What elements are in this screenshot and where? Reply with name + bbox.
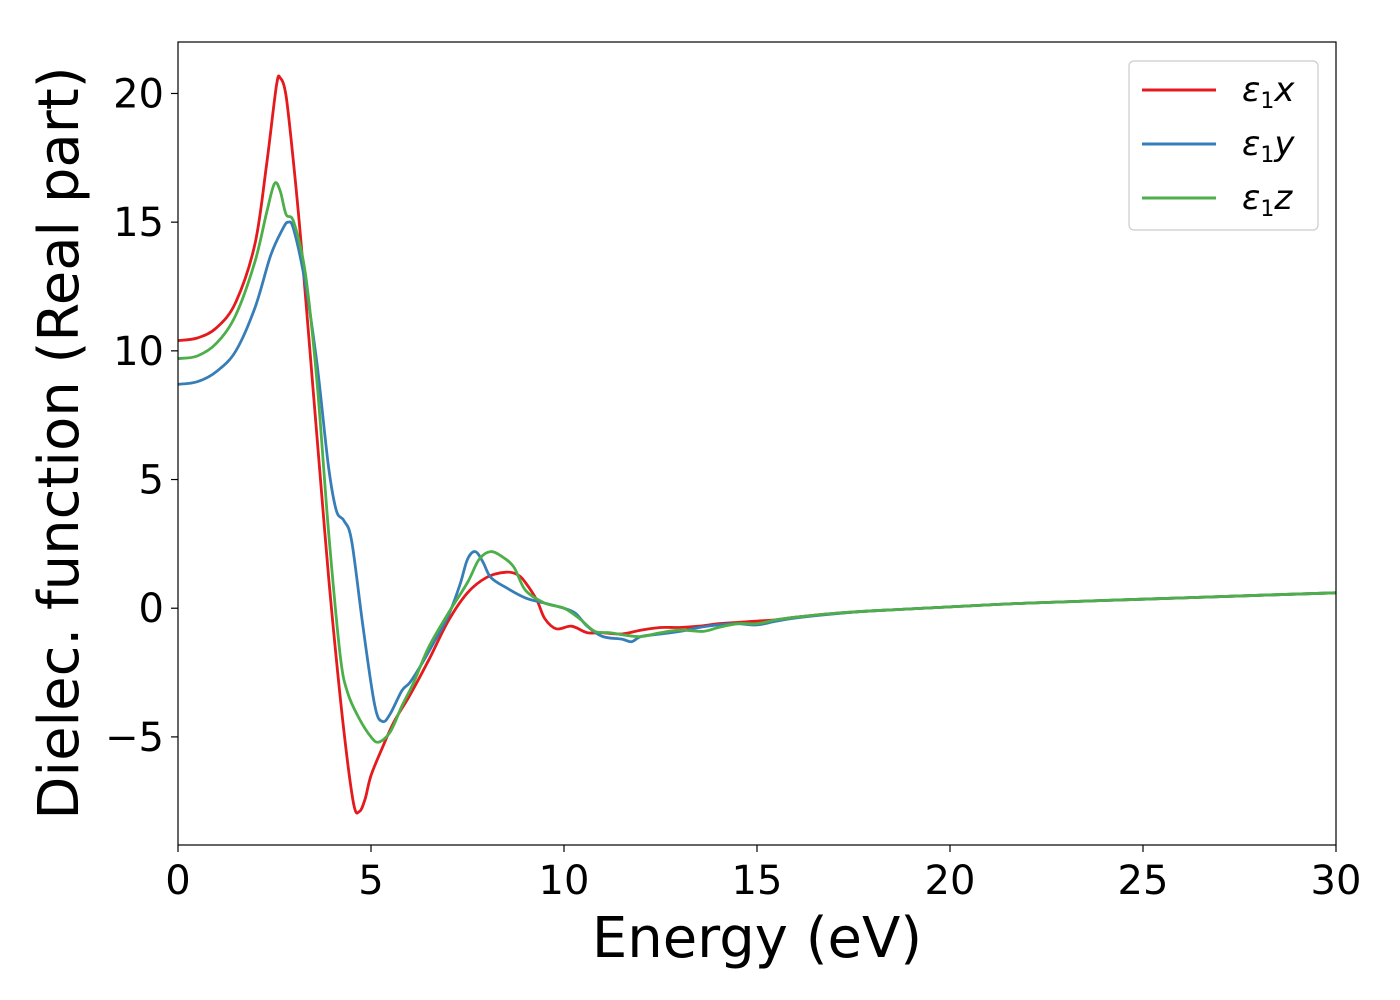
x-tick-label: 25 [1118,858,1169,904]
x-tick-label: 10 [539,858,590,904]
x-axis-label: Energy (eV) [592,906,922,971]
y-tick-label: 20 [113,71,164,117]
y-tick-label: 15 [113,200,164,246]
legend-label-2: ε1y [1242,124,1295,168]
series-line-3 [177,181,1337,744]
legend-label-1: ε1x [1242,70,1295,114]
legend-label-3: ε1z [1242,178,1293,222]
x-ticks: 0 5 10 15 20 25 30 [165,845,1361,904]
y-tick-label: 5 [139,458,164,504]
x-tick-label: 20 [925,858,976,904]
y-axis-label: Dielec. function (Real part) [27,66,92,819]
x-tick-label: 0 [165,858,190,904]
y-tick-label: −5 [105,715,164,761]
y-ticks: −5 0 5 10 15 20 [105,71,178,761]
y-tick-label: 10 [113,329,164,375]
legend-box [1128,60,1319,231]
y-tick-label: 0 [139,586,164,632]
x-tick-label: 30 [1311,858,1362,904]
x-tick-label: 5 [358,858,383,904]
x-tick-label: 15 [732,858,783,904]
series-layer [177,74,1337,815]
plot-frame [177,41,1337,846]
legend: ε1x ε1y ε1z [1128,60,1319,231]
